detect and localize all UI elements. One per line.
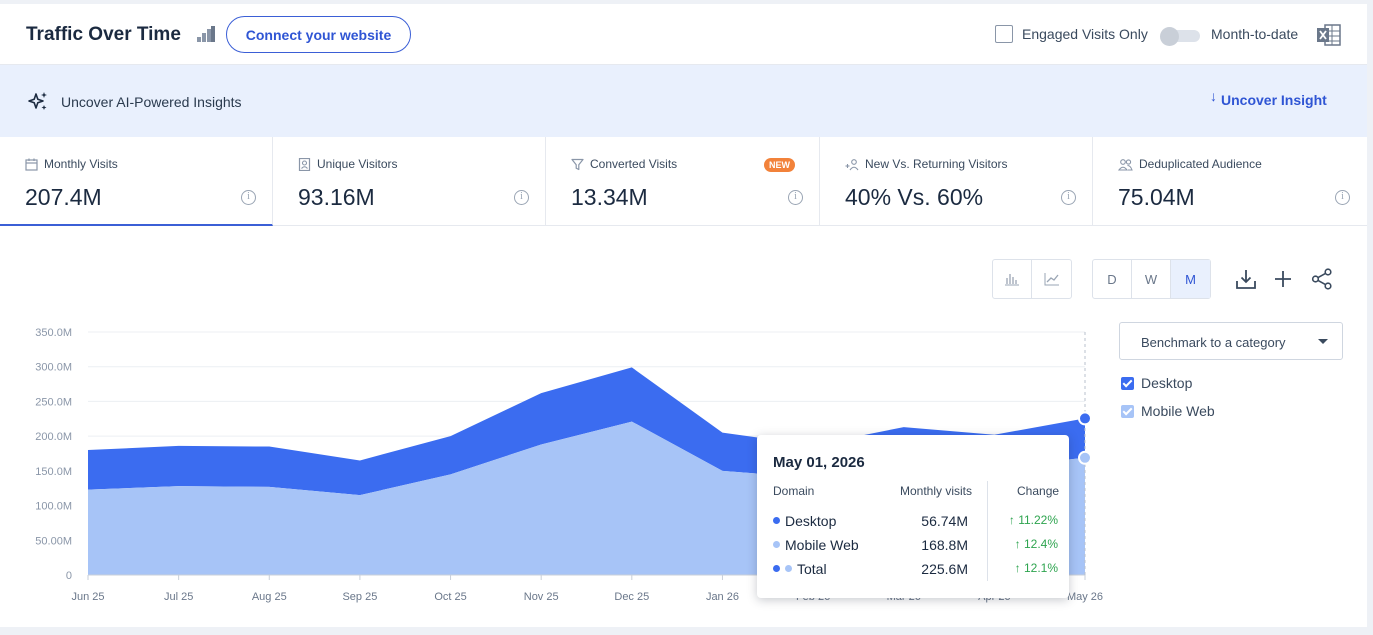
funnel-icon xyxy=(571,158,584,170)
page-title: Traffic Over Time xyxy=(26,24,181,45)
id-card-icon xyxy=(298,157,311,171)
legend-label: Desktop xyxy=(1141,375,1193,391)
y-tick-label: 150.0M xyxy=(35,466,72,478)
chart-type-toggle xyxy=(992,259,1072,299)
user-plus-icon xyxy=(845,158,859,170)
metric-label: Converted Visits xyxy=(590,157,678,171)
y-tick-label: 0 xyxy=(66,570,72,582)
benchmark-dropdown[interactable]: Benchmark to a category xyxy=(1119,322,1343,360)
arrow-down-icon: ↓ xyxy=(1210,88,1217,104)
metrics-row: Monthly Visits 207.4M i Unique Visitors … xyxy=(0,137,1367,226)
rank-bars-icon xyxy=(197,26,215,42)
legend-label: Mobile Web xyxy=(1141,403,1215,419)
add-icon[interactable] xyxy=(1272,268,1294,290)
download-icon[interactable] xyxy=(1235,268,1257,290)
x-tick-label: Jan 26 xyxy=(706,591,739,603)
hover-point-mobile xyxy=(1078,450,1092,465)
metric-value: 75.04M xyxy=(1118,184,1195,210)
tooltip-col-visits: Monthly visits xyxy=(900,484,973,498)
tooltip-row-total: Total 225.6M ↑ 12.1% xyxy=(773,561,1063,581)
tooltip-col-domain: Domain xyxy=(773,484,815,498)
x-tick-label: Dec 25 xyxy=(614,591,649,603)
month-to-date-label: Month-to-date xyxy=(1211,26,1299,42)
x-tick-label: Aug 25 xyxy=(252,591,287,603)
bar-chart-icon xyxy=(1005,274,1019,286)
metric-label: Monthly Visits xyxy=(44,157,118,171)
tooltip-row-mobile: Mobile Web 168.8M ↑ 12.4% xyxy=(773,537,1063,557)
metric-label: Unique Visitors xyxy=(317,157,398,171)
uncover-insight-link[interactable]: ↓ Uncover Insight xyxy=(1210,88,1327,108)
x-tick-label: Sep 25 xyxy=(342,591,377,603)
caret-down-icon xyxy=(1318,339,1328,344)
metric-value: 207.4M xyxy=(25,184,102,210)
metric-monthly-visits[interactable]: Monthly Visits 207.4M i xyxy=(0,137,273,226)
connect-website-button[interactable]: Connect your website xyxy=(226,16,411,53)
x-tick-label: Jun 25 xyxy=(71,591,104,603)
x-tick-label: Nov 25 xyxy=(524,591,559,603)
metric-value: 13.34M xyxy=(571,184,648,210)
calendar-icon xyxy=(25,158,38,171)
metric-new-vs-returning[interactable]: New Vs. Returning Visitors 40% Vs. 60% i xyxy=(820,137,1093,226)
tooltip-date: May 01, 2026 xyxy=(773,454,865,471)
x-tick-label: May 26 xyxy=(1067,591,1103,603)
metric-deduplicated-audience[interactable]: Deduplicated Audience 75.04M i xyxy=(1093,137,1367,226)
granularity-day-button[interactable]: D xyxy=(1093,260,1132,298)
checkbox-checked-icon xyxy=(1121,404,1134,418)
dot-icon xyxy=(785,565,792,572)
header: Traffic Over Time Connect your website E… xyxy=(0,4,1367,65)
info-icon[interactable]: i xyxy=(1335,190,1350,205)
insights-text: Uncover AI-Powered Insights xyxy=(61,94,242,110)
line-chart-button[interactable] xyxy=(1032,260,1071,298)
engaged-visits-label: Engaged Visits Only xyxy=(1022,26,1148,42)
metric-value: 93.16M xyxy=(298,184,375,210)
sparkle-icon xyxy=(28,92,47,110)
dot-icon xyxy=(773,541,780,548)
granularity-week-button[interactable]: W xyxy=(1132,260,1171,298)
hover-point-desktop xyxy=(1078,411,1092,426)
info-icon[interactable]: i xyxy=(788,190,803,205)
legend-mobile-web[interactable]: Mobile Web xyxy=(1121,403,1215,419)
chart-tooltip: May 01, 2026 Domain Monthly visits Chang… xyxy=(757,435,1069,598)
metric-label: New Vs. Returning Visitors xyxy=(865,157,1008,171)
checkbox-checked-icon xyxy=(1121,376,1134,390)
arrow-up-icon: ↑ xyxy=(1014,561,1024,575)
x-tick-label: Jul 25 xyxy=(164,591,193,603)
info-icon[interactable]: i xyxy=(514,190,529,205)
excel-export-icon[interactable] xyxy=(1317,24,1341,46)
share-icon[interactable] xyxy=(1311,268,1333,290)
tooltip-col-change: Change xyxy=(1017,484,1060,498)
granularity-month-button[interactable]: M xyxy=(1171,260,1210,298)
y-tick-label: 200.0M xyxy=(35,431,72,443)
dot-icon xyxy=(773,565,780,572)
y-tick-label: 50.00M xyxy=(35,535,72,547)
metric-converted-visits[interactable]: Converted Visits NEW 13.34M i xyxy=(546,137,820,226)
y-tick-label: 250.0M xyxy=(35,396,72,408)
users-icon xyxy=(1118,158,1133,171)
arrow-up-icon: ↑ xyxy=(1014,537,1024,551)
info-icon[interactable]: i xyxy=(241,190,256,205)
y-tick-label: 350.0M xyxy=(35,327,72,339)
bar-chart-button[interactable] xyxy=(993,260,1032,298)
new-badge: NEW xyxy=(764,158,795,172)
metric-label: Deduplicated Audience xyxy=(1139,157,1262,171)
line-chart-icon xyxy=(1044,273,1059,286)
dot-icon xyxy=(773,517,780,524)
benchmark-label: Benchmark to a category xyxy=(1141,335,1286,350)
month-to-date-toggle[interactable] xyxy=(1160,27,1200,46)
metric-unique-visitors[interactable]: Unique Visitors 93.16M i xyxy=(273,137,546,226)
legend-desktop[interactable]: Desktop xyxy=(1121,375,1192,391)
y-tick-label: 100.0M xyxy=(35,501,72,513)
x-tick-label: Oct 25 xyxy=(434,591,466,603)
arrow-up-icon: ↑ xyxy=(1008,513,1019,527)
metric-value: 40% Vs. 60% xyxy=(845,184,984,210)
engaged-visits-checkbox[interactable] xyxy=(995,25,1013,43)
info-icon[interactable]: i xyxy=(1061,190,1076,205)
ai-insights-bar: Uncover AI-Powered Insights ↓ Uncover Ins… xyxy=(0,65,1367,137)
tooltip-row-desktop: Desktop 56.74M ↑ 11.22% xyxy=(773,513,1063,533)
y-tick-label: 300.0M xyxy=(35,362,72,374)
granularity-toggle: D W M xyxy=(1092,259,1211,299)
